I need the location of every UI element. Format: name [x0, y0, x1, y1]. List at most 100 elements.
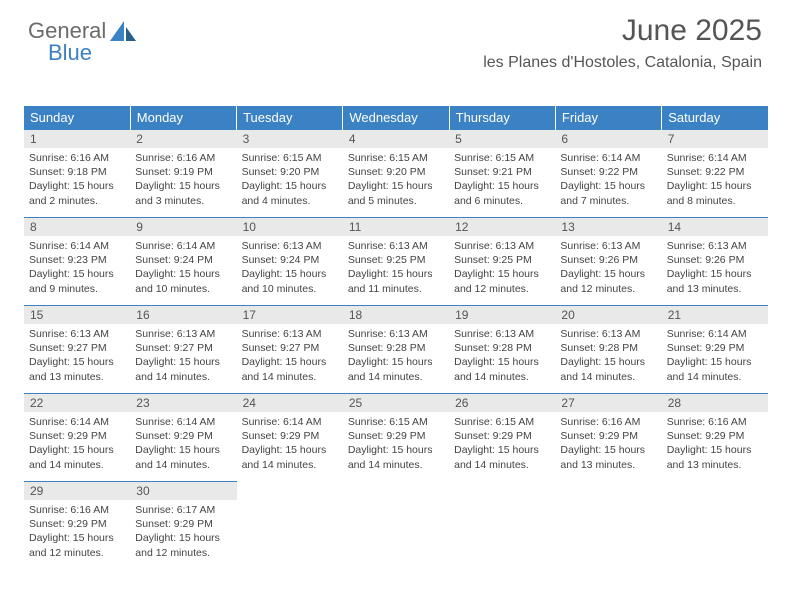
calendar-cell: 3Sunrise: 6:15 AMSunset: 9:20 PMDaylight… [237, 130, 343, 218]
calendar-cell: 10Sunrise: 6:13 AMSunset: 9:24 PMDayligh… [237, 218, 343, 306]
day-details: Sunrise: 6:13 AMSunset: 9:26 PMDaylight:… [555, 236, 661, 301]
calendar-cell [662, 482, 768, 570]
calendar-cell: 25Sunrise: 6:15 AMSunset: 9:29 PMDayligh… [343, 394, 449, 482]
day-details: Sunrise: 6:15 AMSunset: 9:20 PMDaylight:… [343, 148, 449, 213]
day-number: 19 [449, 306, 555, 324]
day-details: Sunrise: 6:16 AMSunset: 9:19 PMDaylight:… [130, 148, 236, 213]
calendar-cell: 30Sunrise: 6:17 AMSunset: 9:29 PMDayligh… [130, 482, 236, 570]
day-number: 29 [24, 482, 130, 500]
logo-sail-icon [110, 21, 136, 41]
day-details: Sunrise: 6:13 AMSunset: 9:27 PMDaylight:… [130, 324, 236, 389]
logo-word2: Blue [48, 40, 92, 66]
day-details: Sunrise: 6:13 AMSunset: 9:25 PMDaylight:… [343, 236, 449, 301]
day-number: 13 [555, 218, 661, 236]
weekday-header-row: Sunday Monday Tuesday Wednesday Thursday… [24, 106, 768, 130]
calendar-cell: 28Sunrise: 6:16 AMSunset: 9:29 PMDayligh… [662, 394, 768, 482]
calendar-cell [343, 482, 449, 570]
calendar-cell: 20Sunrise: 6:13 AMSunset: 9:28 PMDayligh… [555, 306, 661, 394]
calendar-row: 8Sunrise: 6:14 AMSunset: 9:23 PMDaylight… [24, 218, 768, 306]
day-details: Sunrise: 6:14 AMSunset: 9:24 PMDaylight:… [130, 236, 236, 301]
day-details: Sunrise: 6:13 AMSunset: 9:25 PMDaylight:… [449, 236, 555, 301]
day-number: 27 [555, 394, 661, 412]
day-number: 9 [130, 218, 236, 236]
calendar-cell: 14Sunrise: 6:13 AMSunset: 9:26 PMDayligh… [662, 218, 768, 306]
day-details: Sunrise: 6:13 AMSunset: 9:28 PMDaylight:… [449, 324, 555, 389]
day-number: 24 [237, 394, 343, 412]
weekday-header: Thursday [449, 106, 555, 130]
day-number: 11 [343, 218, 449, 236]
calendar-cell: 17Sunrise: 6:13 AMSunset: 9:27 PMDayligh… [237, 306, 343, 394]
day-details: Sunrise: 6:13 AMSunset: 9:28 PMDaylight:… [555, 324, 661, 389]
day-number: 28 [662, 394, 768, 412]
calendar-cell: 22Sunrise: 6:14 AMSunset: 9:29 PMDayligh… [24, 394, 130, 482]
calendar-cell: 2Sunrise: 6:16 AMSunset: 9:19 PMDaylight… [130, 130, 236, 218]
calendar-cell: 9Sunrise: 6:14 AMSunset: 9:24 PMDaylight… [130, 218, 236, 306]
calendar-table: Sunday Monday Tuesday Wednesday Thursday… [24, 106, 768, 570]
day-details: Sunrise: 6:14 AMSunset: 9:29 PMDaylight:… [237, 412, 343, 477]
weekday-header: Saturday [662, 106, 768, 130]
day-number: 10 [237, 218, 343, 236]
month-title: June 2025 [483, 14, 762, 48]
calendar-cell: 19Sunrise: 6:13 AMSunset: 9:28 PMDayligh… [449, 306, 555, 394]
day-number: 26 [449, 394, 555, 412]
day-details: Sunrise: 6:14 AMSunset: 9:22 PMDaylight:… [555, 148, 661, 213]
day-number: 2 [130, 130, 236, 148]
day-number: 30 [130, 482, 236, 500]
calendar-cell: 11Sunrise: 6:13 AMSunset: 9:25 PMDayligh… [343, 218, 449, 306]
day-number: 3 [237, 130, 343, 148]
day-details: Sunrise: 6:15 AMSunset: 9:29 PMDaylight:… [343, 412, 449, 477]
day-number: 6 [555, 130, 661, 148]
day-details: Sunrise: 6:15 AMSunset: 9:29 PMDaylight:… [449, 412, 555, 477]
day-details: Sunrise: 6:16 AMSunset: 9:18 PMDaylight:… [24, 148, 130, 213]
calendar-cell: 27Sunrise: 6:16 AMSunset: 9:29 PMDayligh… [555, 394, 661, 482]
day-number: 18 [343, 306, 449, 324]
day-details: Sunrise: 6:13 AMSunset: 9:24 PMDaylight:… [237, 236, 343, 301]
day-number: 5 [449, 130, 555, 148]
calendar-cell: 1Sunrise: 6:16 AMSunset: 9:18 PMDaylight… [24, 130, 130, 218]
calendar-cell: 5Sunrise: 6:15 AMSunset: 9:21 PMDaylight… [449, 130, 555, 218]
calendar-cell: 15Sunrise: 6:13 AMSunset: 9:27 PMDayligh… [24, 306, 130, 394]
weekday-header: Monday [130, 106, 236, 130]
day-details: Sunrise: 6:16 AMSunset: 9:29 PMDaylight:… [555, 412, 661, 477]
calendar-cell: 7Sunrise: 6:14 AMSunset: 9:22 PMDaylight… [662, 130, 768, 218]
day-details: Sunrise: 6:14 AMSunset: 9:22 PMDaylight:… [662, 148, 768, 213]
calendar-cell: 8Sunrise: 6:14 AMSunset: 9:23 PMDaylight… [24, 218, 130, 306]
day-number: 1 [24, 130, 130, 148]
calendar-cell [555, 482, 661, 570]
day-number: 7 [662, 130, 768, 148]
day-number: 23 [130, 394, 236, 412]
day-number: 8 [24, 218, 130, 236]
day-number: 25 [343, 394, 449, 412]
calendar-cell: 23Sunrise: 6:14 AMSunset: 9:29 PMDayligh… [130, 394, 236, 482]
day-details: Sunrise: 6:14 AMSunset: 9:29 PMDaylight:… [24, 412, 130, 477]
weekday-header: Friday [555, 106, 661, 130]
calendar-row: 1Sunrise: 6:16 AMSunset: 9:18 PMDaylight… [24, 130, 768, 218]
day-number: 20 [555, 306, 661, 324]
calendar-cell: 29Sunrise: 6:16 AMSunset: 9:29 PMDayligh… [24, 482, 130, 570]
calendar-cell: 24Sunrise: 6:14 AMSunset: 9:29 PMDayligh… [237, 394, 343, 482]
day-details: Sunrise: 6:17 AMSunset: 9:29 PMDaylight:… [130, 500, 236, 565]
calendar-cell [237, 482, 343, 570]
day-number: 16 [130, 306, 236, 324]
calendar-cell: 26Sunrise: 6:15 AMSunset: 9:29 PMDayligh… [449, 394, 555, 482]
day-number: 4 [343, 130, 449, 148]
weekday-header: Tuesday [237, 106, 343, 130]
calendar-cell: 4Sunrise: 6:15 AMSunset: 9:20 PMDaylight… [343, 130, 449, 218]
header-right: June 2025 les Planes d'Hostoles, Catalon… [483, 14, 762, 72]
day-number: 14 [662, 218, 768, 236]
day-number: 22 [24, 394, 130, 412]
weekday-header: Wednesday [343, 106, 449, 130]
weekday-header: Sunday [24, 106, 130, 130]
day-number: 17 [237, 306, 343, 324]
day-details: Sunrise: 6:16 AMSunset: 9:29 PMDaylight:… [24, 500, 130, 565]
day-details: Sunrise: 6:13 AMSunset: 9:27 PMDaylight:… [237, 324, 343, 389]
calendar-cell: 13Sunrise: 6:13 AMSunset: 9:26 PMDayligh… [555, 218, 661, 306]
day-details: Sunrise: 6:15 AMSunset: 9:21 PMDaylight:… [449, 148, 555, 213]
calendar-row: 22Sunrise: 6:14 AMSunset: 9:29 PMDayligh… [24, 394, 768, 482]
location: les Planes d'Hostoles, Catalonia, Spain [483, 54, 762, 72]
calendar-cell: 12Sunrise: 6:13 AMSunset: 9:25 PMDayligh… [449, 218, 555, 306]
calendar-cell: 18Sunrise: 6:13 AMSunset: 9:28 PMDayligh… [343, 306, 449, 394]
calendar-row: 15Sunrise: 6:13 AMSunset: 9:27 PMDayligh… [24, 306, 768, 394]
day-details: Sunrise: 6:14 AMSunset: 9:29 PMDaylight:… [130, 412, 236, 477]
day-details: Sunrise: 6:13 AMSunset: 9:28 PMDaylight:… [343, 324, 449, 389]
